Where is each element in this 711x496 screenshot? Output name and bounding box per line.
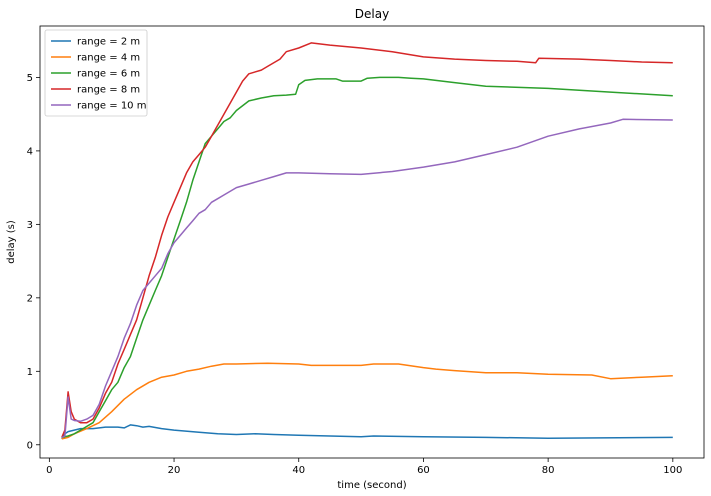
chart-title: Delay	[355, 7, 389, 21]
x-tick-label: 100	[663, 465, 682, 476]
series-line	[61, 424, 673, 440]
legend-entry: range = 10 m	[77, 101, 146, 112]
legend-entry: range = 4 m	[77, 53, 140, 64]
legend-entry: range = 8 m	[77, 85, 140, 96]
series-line	[61, 118, 673, 439]
y-tick-label: 0	[27, 440, 33, 451]
x-tick-label: 0	[46, 465, 52, 476]
x-tick-label: 80	[542, 465, 555, 476]
legend-box	[44, 29, 148, 117]
y-tick-label: 4	[27, 146, 33, 157]
series-line	[61, 42, 673, 438]
x-axis: 0 20 40 60 80 100	[46, 458, 682, 476]
y-axis: 0 1 2 3 4 5	[27, 73, 40, 451]
series-line	[61, 76, 673, 439]
x-tick-label: 20	[168, 465, 181, 476]
y-tick-label: 5	[27, 73, 33, 84]
x-tick-label: 60	[417, 465, 430, 476]
series-layer	[61, 42, 673, 440]
y-tick-label: 1	[27, 367, 33, 378]
legend: range = 2 m range = 4 m range = 6 m range =…	[44, 29, 148, 117]
legend-entry: range = 6 m	[77, 69, 140, 80]
y-tick-label: 2	[27, 293, 33, 304]
y-tick-label: 3	[27, 220, 33, 231]
x-tick-label: 40	[292, 465, 305, 476]
y-axis-label: delay (s)	[6, 220, 17, 264]
plot-frame	[39, 25, 705, 459]
x-axis-label: time (second)	[337, 480, 406, 491]
legend-entry: range = 2 m	[77, 37, 140, 48]
series-line	[61, 362, 673, 440]
